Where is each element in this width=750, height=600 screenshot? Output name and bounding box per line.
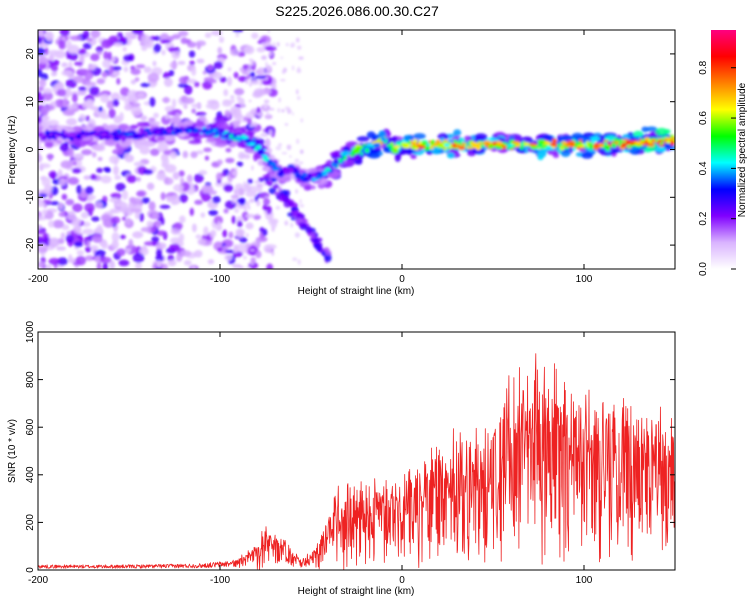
colorbar-label: Normalized spectral amplitude xyxy=(737,82,748,217)
snr-y-ticks: 0 200 400 600 800 1000 xyxy=(25,320,675,573)
y-tick-label: 400 xyxy=(25,466,36,483)
y-tick-label: 600 xyxy=(25,418,36,435)
x-tick-label: 0 xyxy=(399,575,405,586)
y-tick-label: 200 xyxy=(25,514,36,531)
x-tick-label: -100 xyxy=(210,575,230,586)
y-tick-label: 0 xyxy=(25,146,36,152)
snr-frame xyxy=(37,331,676,571)
y-tick-label: -20 xyxy=(25,237,36,252)
colorbar-tick-label: 0.4 xyxy=(698,161,709,175)
snr-x-axis-label: Height of straight line (km) xyxy=(298,586,415,597)
spectrogram-y-axis-label: Frequency (Hz) xyxy=(7,116,18,185)
snr-y-axis-label: SNR (10 * v/v) xyxy=(7,419,18,483)
y-tick-label: 0 xyxy=(25,567,36,573)
colorbar-tick-label: 0.8 xyxy=(698,60,709,74)
colorbar: 0.0 0.2 0.4 0.6 0.8 Normalized spectral ampl… xyxy=(698,30,748,276)
colorbar-tick-label: 0.2 xyxy=(698,211,709,225)
y-tick-label: 10 xyxy=(25,96,36,108)
figure-title: S225.2026.086.00.30.C27 xyxy=(275,3,439,19)
snr-x-ticks: -200 -100 0 100 xyxy=(28,332,593,586)
y-tick-label: 800 xyxy=(25,371,36,388)
x-tick-label: -100 xyxy=(210,274,230,285)
x-tick-label: 0 xyxy=(399,274,405,285)
colorbar-ticks: 0.0 0.2 0.4 0.6 0.8 xyxy=(698,60,736,276)
colorbar-tick-label: 0.6 xyxy=(698,111,709,125)
colorbar-tick-label: 0.0 xyxy=(698,262,709,276)
x-tick-label: -200 xyxy=(28,575,48,586)
spectrogram-dots xyxy=(38,30,675,269)
x-tick-label: 100 xyxy=(576,575,593,586)
colorbar-gradient xyxy=(711,30,736,269)
spectrogram-y-ticks: -20 -10 0 10 20 xyxy=(25,48,675,252)
y-tick-label: 20 xyxy=(25,48,36,60)
y-tick-label: 1000 xyxy=(25,320,36,343)
snr-series-line xyxy=(38,353,675,570)
snr-panel: -200 -100 0 100 0 200 400 600 800 1000 Height of… xyxy=(7,320,676,597)
x-tick-label: 100 xyxy=(576,274,593,285)
x-tick-label: -200 xyxy=(28,274,48,285)
spectrogram-x-axis-label: Height of straight line (km) xyxy=(298,286,415,297)
spectrogram-x-ticks: -200 -100 0 100 xyxy=(28,30,593,285)
y-tick-label: -10 xyxy=(25,190,36,205)
